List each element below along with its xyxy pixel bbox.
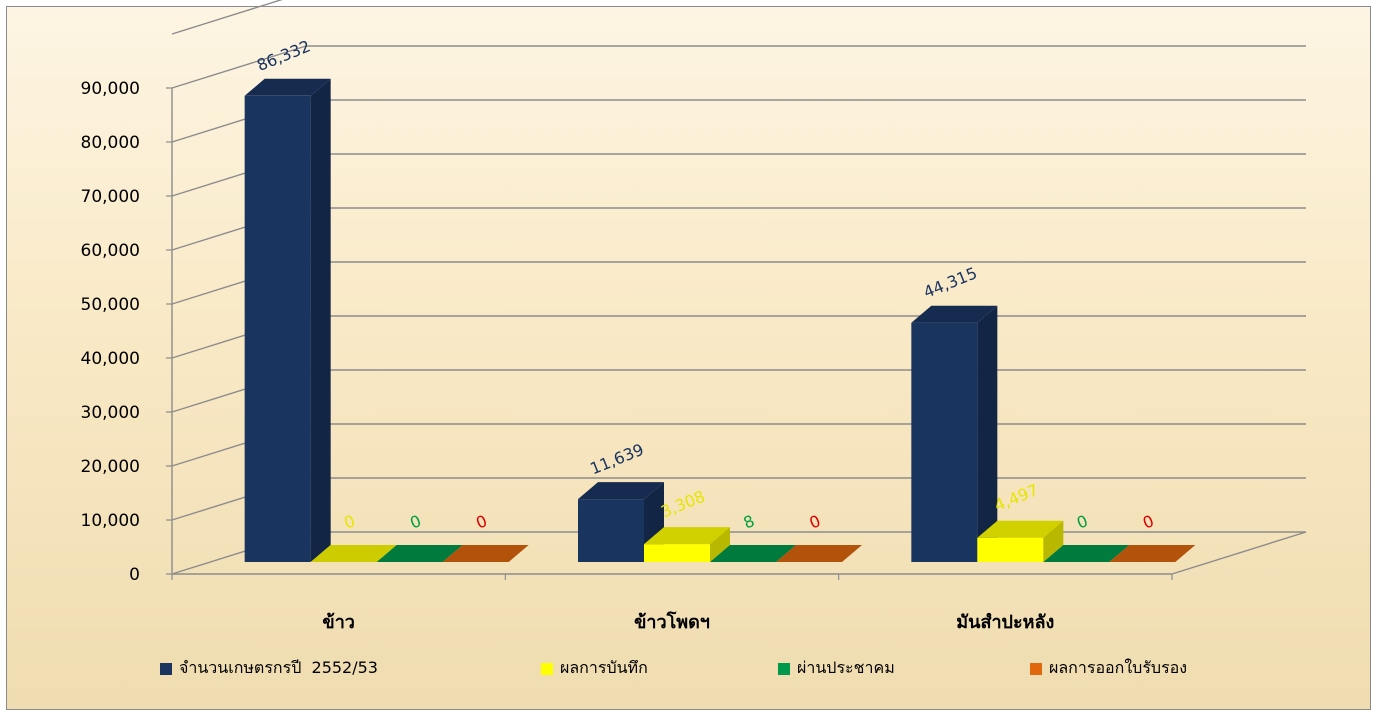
- legend-label: ผ่านประชาคม: [797, 658, 895, 677]
- y-tick-label: 10,000: [81, 511, 140, 531]
- data-label: 86,332: [254, 36, 313, 75]
- legend-swatch: [541, 662, 553, 675]
- bar-top: [710, 544, 796, 562]
- x-category-label: มันสำปะหลัง: [956, 612, 1054, 633]
- floor-right-edge: [1171, 531, 1307, 575]
- legend-item: ผลการออกใบรับรอง: [1030, 656, 1187, 681]
- data-label: 0: [807, 511, 824, 532]
- legend-swatch: [1030, 662, 1042, 675]
- legend-label: จำนวนเกษตรกรปี 2552/53: [179, 658, 378, 677]
- y-tick-label: 40,000: [81, 349, 140, 369]
- bar-top: [977, 520, 1064, 538]
- legend: จำนวนเกษตรกรปี 2552/53 ผลการบันทึก ผ่านประ…: [0, 656, 1379, 684]
- data-label: 0: [1074, 511, 1091, 532]
- y-tick-label: 80,000: [81, 133, 140, 153]
- bar: [644, 544, 710, 562]
- y-tick-label: 0: [129, 565, 140, 585]
- legend-label: ผลการบันทึก: [560, 658, 648, 677]
- side-wall-gridline: [171, 0, 283, 35]
- side-wall-gridline: [171, 45, 307, 89]
- bar: [977, 537, 1044, 562]
- bar-side: [1043, 520, 1064, 562]
- bar-top: [911, 305, 998, 323]
- legend-item: จำนวนเกษตรกรปี 2552/53: [160, 656, 378, 681]
- data-label: 44,315: [921, 263, 980, 302]
- y-tick-label: 50,000: [81, 295, 140, 315]
- data-label: 0: [407, 511, 424, 532]
- legend-item: ผลการบันทึก: [541, 656, 648, 681]
- bar-top: [310, 545, 397, 562]
- bar-top: [644, 527, 730, 545]
- bar-top: [578, 482, 664, 500]
- bar-top: [244, 78, 331, 96]
- bar-top: [1043, 545, 1130, 562]
- legend-swatch: [160, 662, 172, 675]
- data-label: 0: [473, 511, 490, 532]
- data-label: 3,308: [658, 487, 708, 522]
- x-category-label: ข้าวโพดฯ: [634, 611, 710, 633]
- legend-item: ผ่านประชาคม: [778, 656, 895, 681]
- bar-top: [442, 545, 529, 562]
- data-label: 4,497: [991, 480, 1041, 515]
- legend-label: ผลการออกใบรับรอง: [1049, 658, 1188, 677]
- y-tick-label: 60,000: [81, 241, 140, 261]
- bar-side: [310, 78, 331, 563]
- legend-swatch: [778, 662, 790, 675]
- bar: [911, 322, 978, 562]
- bar-side: [710, 527, 730, 562]
- bar: [244, 95, 311, 563]
- bar: [578, 499, 644, 562]
- bar-top: [776, 545, 862, 562]
- bar-side: [977, 305, 998, 562]
- x-category-label: ข้าว: [322, 612, 355, 633]
- bar-top: [1109, 545, 1196, 562]
- y-tick-label: 30,000: [81, 403, 140, 423]
- bar-top: [376, 545, 463, 562]
- data-label: 11,639: [587, 440, 646, 479]
- y-tick-label: 90,000: [81, 79, 140, 99]
- data-label: 8: [741, 511, 758, 532]
- y-tick-label: 20,000: [81, 457, 140, 477]
- data-label: 0: [1140, 511, 1157, 532]
- y-tick-label: 70,000: [81, 187, 140, 207]
- data-label: 0: [341, 511, 358, 532]
